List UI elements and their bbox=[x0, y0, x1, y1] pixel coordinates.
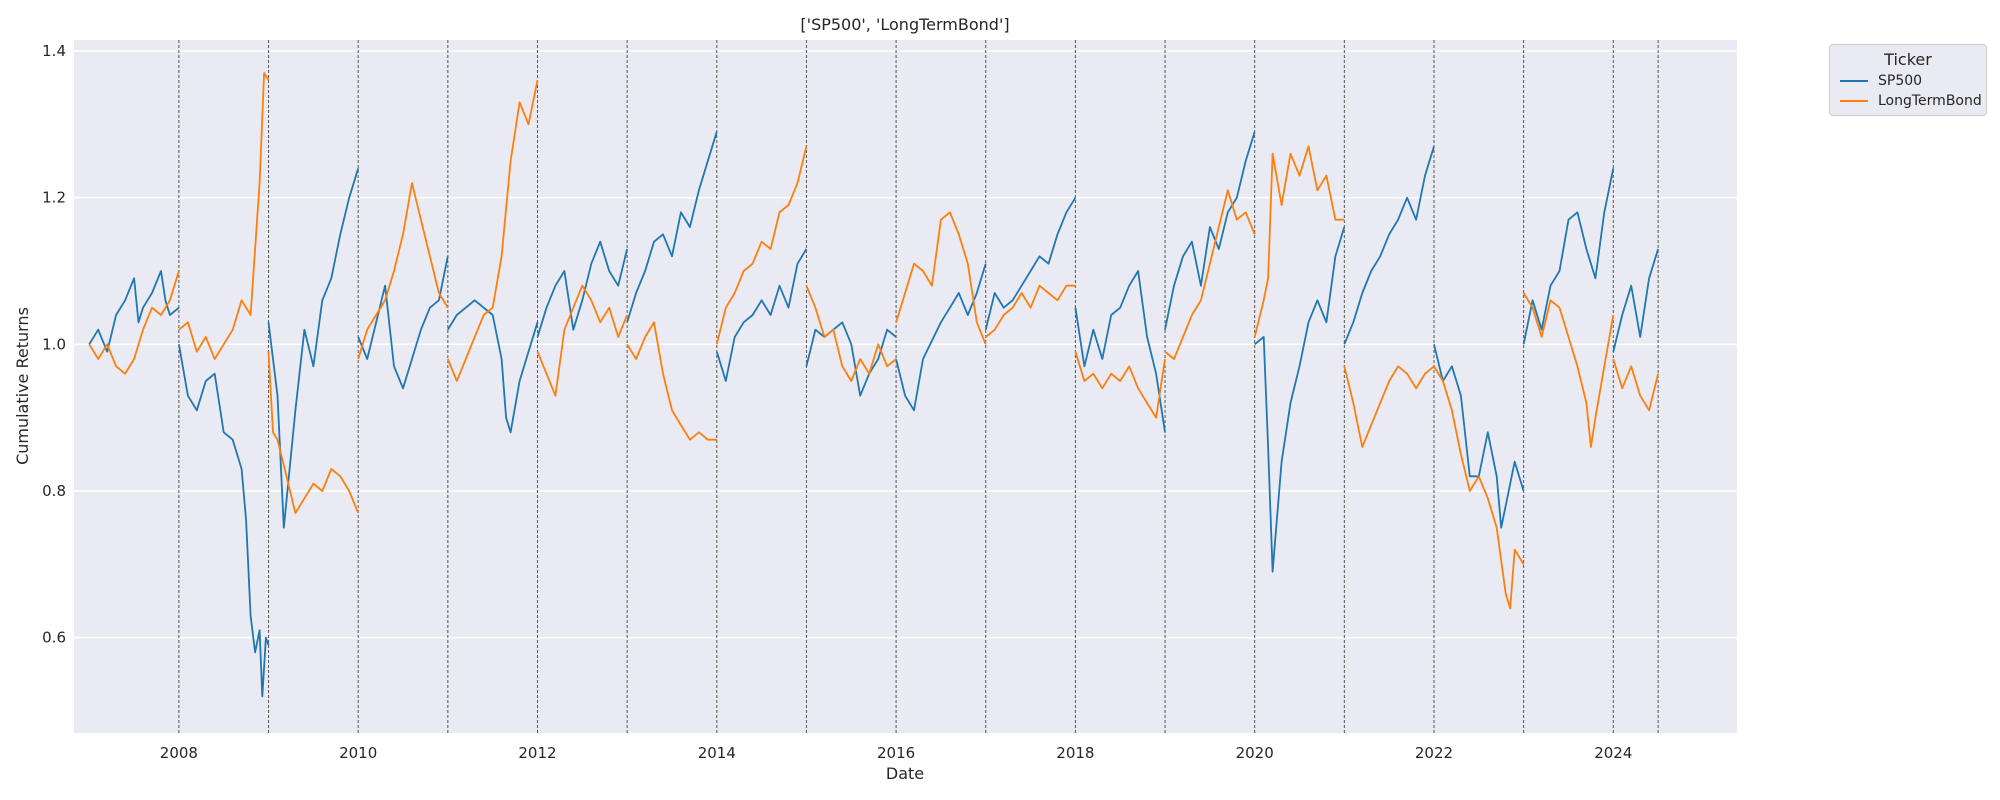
x-tick-label: 2024 bbox=[1594, 744, 1632, 762]
x-tick-label: 2010 bbox=[339, 744, 377, 762]
series-line-sp500 bbox=[895, 263, 987, 412]
series-line-sp500 bbox=[1433, 344, 1525, 529]
series-line-longtermbond bbox=[446, 80, 539, 382]
series-lines bbox=[88, 72, 1659, 698]
series-line-longtermbond bbox=[1074, 351, 1166, 419]
series-line-sp500 bbox=[626, 131, 718, 323]
y-tick-label: 1.2 bbox=[42, 189, 66, 207]
series-line-sp500 bbox=[1254, 226, 1346, 573]
x-tick-label: 2008 bbox=[160, 744, 198, 762]
series-line-sp500 bbox=[1612, 248, 1659, 352]
legend-swatch-sp500 bbox=[1840, 80, 1868, 82]
legend-title: Ticker bbox=[1884, 50, 1932, 69]
series-line-sp500 bbox=[1164, 131, 1256, 330]
legend-label-sp500: SP500 bbox=[1878, 73, 1923, 89]
x-tick-label: 2018 bbox=[1056, 744, 1094, 762]
grid-lines bbox=[74, 50, 1737, 639]
series-line-longtermbond bbox=[178, 72, 270, 360]
series-line-longtermbond bbox=[895, 211, 987, 345]
x-tick-label: 2016 bbox=[877, 744, 915, 762]
y-tick-label: 1.4 bbox=[42, 42, 66, 60]
series-line-sp500 bbox=[267, 168, 360, 529]
x-tick-label: 2020 bbox=[1236, 744, 1274, 762]
x-tick-label: 2012 bbox=[518, 744, 556, 762]
x-tick-labels: 2008 2010 2012 2014 2016 2018 2020 2022 2024 bbox=[160, 744, 1633, 762]
y-tick-labels: 0.6 0.8 1.0 1.2 1.4 bbox=[42, 42, 66, 647]
chart-title: ['SP500', 'LongTermBond'] bbox=[800, 15, 1009, 34]
series-line-longtermbond bbox=[267, 351, 360, 514]
x-tick-label: 2014 bbox=[698, 744, 736, 762]
series-line-sp500 bbox=[447, 299, 539, 434]
series-line-longtermbond bbox=[626, 321, 717, 441]
series-line-sp500 bbox=[1343, 146, 1435, 345]
series-line-sp500 bbox=[715, 248, 808, 382]
series-line-sp500 bbox=[536, 240, 628, 338]
legend: Ticker SP500 LongTermBond bbox=[1829, 44, 1987, 116]
series-line-longtermbond bbox=[805, 285, 897, 382]
y-tick-label: 0.8 bbox=[42, 482, 66, 500]
y-axis-title: Cumulative Returns bbox=[13, 307, 32, 465]
series-line-longtermbond bbox=[1522, 292, 1615, 448]
series-line-longtermbond bbox=[536, 284, 628, 397]
x-axis-title: Date bbox=[886, 764, 924, 783]
y-tick-label: 1.0 bbox=[42, 335, 66, 353]
series-line-longtermbond bbox=[1433, 365, 1525, 610]
y-tick-label: 0.6 bbox=[42, 629, 66, 647]
series-line-sp500 bbox=[357, 256, 449, 390]
series-line-longtermbond bbox=[1253, 145, 1345, 338]
series-line-longtermbond bbox=[1612, 358, 1659, 412]
legend-swatch-longtermbond bbox=[1840, 100, 1868, 102]
series-line-sp500 bbox=[1522, 168, 1615, 345]
legend-label-longtermbond: LongTermBond bbox=[1878, 93, 1982, 109]
legend-item-longtermbond: LongTermBond bbox=[1840, 92, 1982, 110]
series-line-longtermbond bbox=[1343, 365, 1435, 448]
series-line-longtermbond bbox=[357, 182, 449, 360]
series-line-sp500 bbox=[984, 197, 1077, 330]
series-line-longtermbond bbox=[715, 146, 808, 345]
series-line-longtermbond bbox=[88, 270, 180, 375]
series-line-longtermbond bbox=[985, 284, 1076, 338]
x-tick-label: 2022 bbox=[1415, 744, 1453, 762]
series-line-longtermbond bbox=[1164, 189, 1256, 360]
plot-area bbox=[74, 40, 1737, 733]
year-divider-lines bbox=[178, 40, 1659, 733]
legend-item-sp500: SP500 bbox=[1840, 72, 1922, 90]
series-line-sp500 bbox=[1074, 270, 1166, 433]
series-line-sp500 bbox=[178, 344, 270, 698]
series-line-sp500 bbox=[88, 270, 180, 353]
